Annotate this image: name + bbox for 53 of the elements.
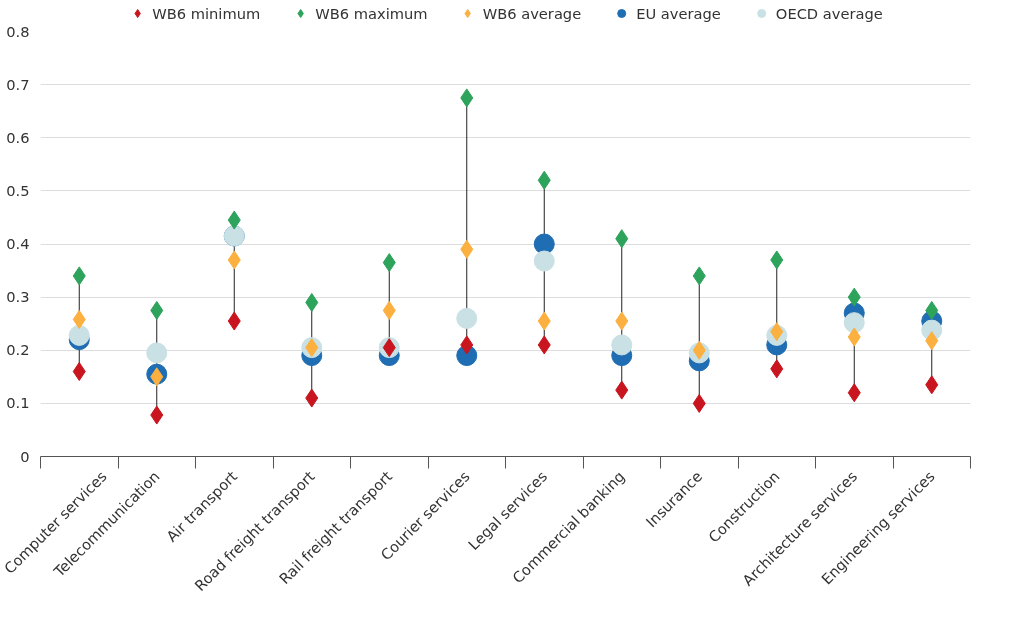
point	[227, 250, 241, 270]
point	[692, 393, 706, 413]
point	[150, 405, 164, 425]
legend-label: OECD average	[775, 4, 883, 22]
point	[68, 324, 90, 346]
y-tick-label: 0.4	[6, 235, 30, 252]
y-tick-label: 0.8	[6, 22, 30, 40]
y-tick-label: 0.6	[6, 128, 30, 146]
point	[770, 359, 784, 379]
y-tick-label: 0.3	[6, 288, 30, 306]
point	[533, 250, 555, 272]
point	[533, 233, 555, 255]
point	[460, 335, 474, 355]
point	[72, 266, 86, 286]
point	[615, 311, 629, 331]
point	[692, 340, 706, 360]
y-tick-label: 0.7	[6, 75, 30, 93]
point	[150, 300, 164, 320]
point	[925, 300, 939, 320]
point	[72, 309, 86, 329]
y-tick-label: 0.2	[6, 341, 30, 359]
legend-label: WB6 minimum	[152, 4, 261, 22]
point	[537, 170, 551, 190]
point	[925, 331, 939, 351]
legend-label: WB6 maximum	[315, 4, 428, 22]
legend-label: EU average	[636, 4, 721, 22]
point	[847, 327, 861, 347]
legend-label: WB6 average	[482, 4, 582, 22]
y-tick-label: 0.1	[6, 394, 30, 412]
point	[227, 210, 241, 230]
y-tick-label: 0.5	[6, 181, 30, 199]
point	[460, 88, 474, 108]
point	[146, 342, 168, 364]
point	[770, 250, 784, 270]
y-tick-label: 0	[20, 447, 30, 465]
point	[537, 311, 551, 331]
point	[72, 362, 86, 381]
point	[925, 375, 939, 395]
point	[460, 239, 474, 259]
point	[305, 292, 319, 312]
point	[537, 335, 551, 355]
point	[382, 300, 396, 320]
point	[615, 229, 629, 249]
point	[611, 334, 633, 356]
point	[456, 307, 478, 329]
point	[382, 253, 396, 273]
point	[847, 383, 861, 403]
point	[692, 266, 706, 286]
point	[227, 311, 241, 331]
point	[847, 287, 861, 307]
point	[615, 380, 629, 400]
point	[305, 388, 319, 408]
point	[843, 312, 865, 334]
